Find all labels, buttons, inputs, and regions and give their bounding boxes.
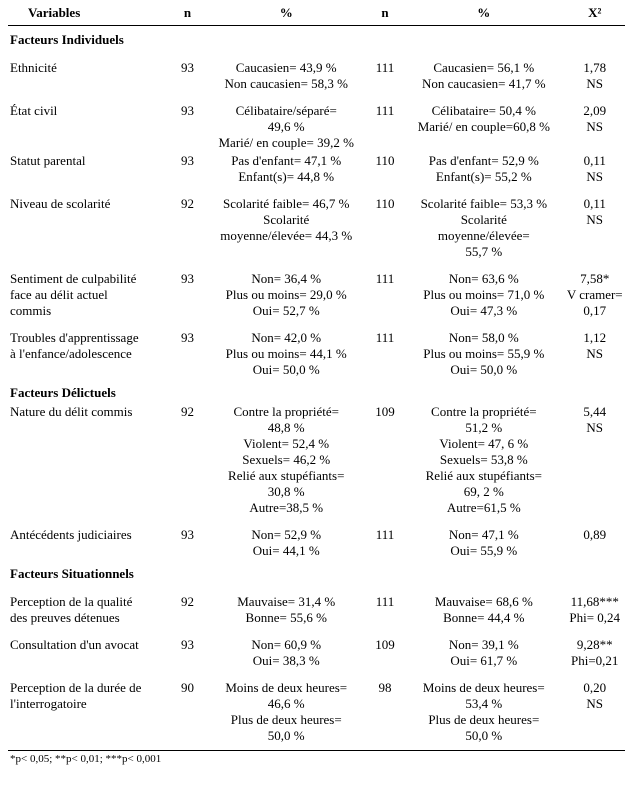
x2-value: 7,58*V cramer=0,17 bbox=[564, 261, 625, 320]
col-n1: n bbox=[169, 4, 205, 26]
n2-value: 110 bbox=[367, 186, 403, 261]
table-row: Niveau de scolarité92Scolarité faible= 4… bbox=[8, 186, 625, 261]
col-pct1: % bbox=[206, 4, 367, 26]
pct2-value: Caucasien= 56,1 %Non caucasien= 41,7 % bbox=[403, 50, 564, 93]
n1-value: 93 bbox=[169, 93, 205, 152]
pct2-value: Pas d'enfant= 52,9 %Enfant(s)= 55,2 % bbox=[403, 152, 564, 186]
pct2-value: Non= 39,1 %Oui= 61,7 % bbox=[403, 627, 564, 670]
table-row: Consultation d'un avocat93Non= 60,9 %Oui… bbox=[8, 627, 625, 670]
pct1-value: Moins de deux heures=46,6 %Plus de deux … bbox=[206, 670, 367, 751]
pct2-value: Non= 58,0 %Plus ou moins= 55,9 %Oui= 50,… bbox=[403, 320, 564, 379]
table-row: État civil93Célibataire/séparé=49,6 %Mar… bbox=[8, 93, 625, 152]
x2-value: 0,89 bbox=[564, 517, 625, 560]
table-body: Facteurs IndividuelsEthnicité93Caucasien… bbox=[8, 26, 625, 751]
section-title: Facteurs Situationnels bbox=[8, 560, 625, 584]
n2-value: 111 bbox=[367, 584, 403, 627]
n2-value: 98 bbox=[367, 670, 403, 751]
n2-value: 110 bbox=[367, 152, 403, 186]
table-row: Ethnicité93Caucasien= 43,9 %Non caucasie… bbox=[8, 50, 625, 93]
x2-value: 0,11NS bbox=[564, 152, 625, 186]
variable-label: Ethnicité bbox=[8, 50, 169, 93]
n2-value: 111 bbox=[367, 320, 403, 379]
pct1-value: Non= 36,4 %Plus ou moins= 29,0 %Oui= 52,… bbox=[206, 261, 367, 320]
pct2-value: Non= 47,1 %Oui= 55,9 % bbox=[403, 517, 564, 560]
section-heading: Facteurs Délictuels bbox=[8, 379, 625, 403]
results-table: Variables n % n % X² Facteurs Individuel… bbox=[8, 4, 625, 766]
pct2-value: Non= 63,6 %Plus ou moins= 71,0 %Oui= 47,… bbox=[403, 261, 564, 320]
pct1-value: Pas d'enfant= 47,1 %Enfant(s)= 44,8 % bbox=[206, 152, 367, 186]
pct1-value: Célibataire/séparé=49,6 %Marié/ en coupl… bbox=[206, 93, 367, 152]
pct1-value: Non= 42,0 %Plus ou moins= 44,1 %Oui= 50,… bbox=[206, 320, 367, 379]
table-row: Perception de la qualitédes preuves déte… bbox=[8, 584, 625, 627]
pct1-value: Contre la propriété=48,8 %Violent= 52,4 … bbox=[206, 403, 367, 517]
section-title: Facteurs Délictuels bbox=[8, 379, 625, 403]
n1-value: 93 bbox=[169, 320, 205, 379]
n1-value: 92 bbox=[169, 584, 205, 627]
x2-value: 2,09NS bbox=[564, 93, 625, 152]
n1-value: 93 bbox=[169, 50, 205, 93]
variable-label: Troubles d'apprentissageà l'enfance/adol… bbox=[8, 320, 169, 379]
n1-value: 90 bbox=[169, 670, 205, 751]
page-container: { "table": { "header": { "variables": "V… bbox=[0, 0, 633, 774]
table-row: Antécédents judiciaires93Non= 52,9 %Oui=… bbox=[8, 517, 625, 560]
table-row: Perception de la durée del'interrogatoir… bbox=[8, 670, 625, 751]
table-row: Statut parental93Pas d'enfant= 47,1 %Enf… bbox=[8, 152, 625, 186]
variable-label: Perception de la durée del'interrogatoir… bbox=[8, 670, 169, 751]
pct1-value: Mauvaise= 31,4 %Bonne= 55,6 % bbox=[206, 584, 367, 627]
pct1-value: Scolarité faible= 46,7 %Scolaritémoyenne… bbox=[206, 186, 367, 261]
variable-label: Consultation d'un avocat bbox=[8, 627, 169, 670]
x2-value: 5,44NS bbox=[564, 403, 625, 517]
table-row: Sentiment de culpabilitéface au délit ac… bbox=[8, 261, 625, 320]
table-header: Variables n % n % X² bbox=[8, 4, 625, 26]
n1-value: 92 bbox=[169, 403, 205, 517]
n2-value: 111 bbox=[367, 517, 403, 560]
pct1-value: Non= 60,9 %Oui= 38,3 % bbox=[206, 627, 367, 670]
n2-value: 109 bbox=[367, 627, 403, 670]
variable-label: Niveau de scolarité bbox=[8, 186, 169, 261]
n1-value: 93 bbox=[169, 627, 205, 670]
table-row: Nature du délit commis92Contre la propri… bbox=[8, 403, 625, 517]
x2-value: 0,20NS bbox=[564, 670, 625, 751]
n2-value: 109 bbox=[367, 403, 403, 517]
n2-value: 111 bbox=[367, 261, 403, 320]
col-variables: Variables bbox=[8, 4, 169, 26]
n1-value: 93 bbox=[169, 261, 205, 320]
variable-label: Perception de la qualitédes preuves déte… bbox=[8, 584, 169, 627]
x2-value: 1,12NS bbox=[564, 320, 625, 379]
x2-value: 0,11NS bbox=[564, 186, 625, 261]
variable-label: État civil bbox=[8, 93, 169, 152]
pct1-value: Caucasien= 43,9 %Non caucasien= 58,3 % bbox=[206, 50, 367, 93]
n1-value: 92 bbox=[169, 186, 205, 261]
pct2-value: Scolarité faible= 53,3 %Scolaritémoyenne… bbox=[403, 186, 564, 261]
pct2-value: Mauvaise= 68,6 %Bonne= 44,4 % bbox=[403, 584, 564, 627]
n2-value: 111 bbox=[367, 93, 403, 152]
footnote: *p< 0,05; **p< 0,01; ***p< 0,001 bbox=[8, 751, 625, 767]
pct2-value: Contre la propriété=51,2 %Violent= 47, 6… bbox=[403, 403, 564, 517]
pct1-value: Non= 52,9 %Oui= 44,1 % bbox=[206, 517, 367, 560]
variable-label: Antécédents judiciaires bbox=[8, 517, 169, 560]
n1-value: 93 bbox=[169, 152, 205, 186]
variable-label: Sentiment de culpabilitéface au délit ac… bbox=[8, 261, 169, 320]
x2-value: 11,68***Phi= 0,24 bbox=[564, 584, 625, 627]
x2-value: 9,28**Phi=0,21 bbox=[564, 627, 625, 670]
section-title: Facteurs Individuels bbox=[8, 26, 625, 51]
col-x2: X² bbox=[564, 4, 625, 26]
n2-value: 111 bbox=[367, 50, 403, 93]
variable-label: Statut parental bbox=[8, 152, 169, 186]
col-n2: n bbox=[367, 4, 403, 26]
section-heading: Facteurs Individuels bbox=[8, 26, 625, 51]
pct2-value: Célibataire= 50,4 %Marié/ en couple=60,8… bbox=[403, 93, 564, 152]
pct2-value: Moins de deux heures=53,4 %Plus de deux … bbox=[403, 670, 564, 751]
col-pct2: % bbox=[403, 4, 564, 26]
variable-label: Nature du délit commis bbox=[8, 403, 169, 517]
section-heading: Facteurs Situationnels bbox=[8, 560, 625, 584]
x2-value: 1,78NS bbox=[564, 50, 625, 93]
n1-value: 93 bbox=[169, 517, 205, 560]
table-row: Troubles d'apprentissageà l'enfance/adol… bbox=[8, 320, 625, 379]
